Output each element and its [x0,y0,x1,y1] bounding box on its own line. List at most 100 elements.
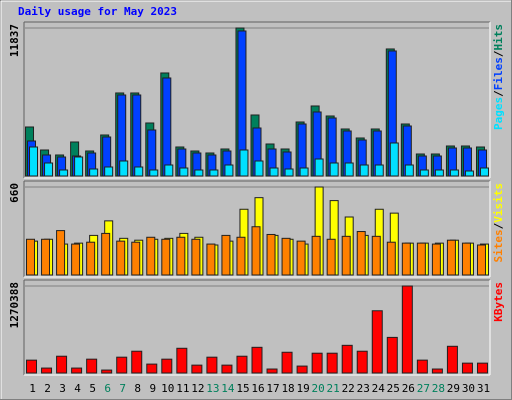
x-tick-label: 20 [312,382,325,395]
bar [134,166,144,177]
y-tick-label: 660 [8,183,21,203]
bar [266,233,276,276]
bar [41,367,53,374]
bar [374,164,384,177]
legend-entry: Hits [492,24,505,51]
bar [74,156,84,177]
x-tick-label: 5 [89,382,96,395]
legend-entry: KBytes [492,282,505,322]
bar [86,358,98,374]
legend-separator: / [492,90,505,97]
bar [101,232,111,276]
bar [194,169,204,177]
bar [266,368,278,374]
bar [449,169,459,177]
bar [56,230,66,276]
legend: KBytes [492,282,505,322]
x-tick-label: 30 [462,382,475,395]
x-tick-label: 23 [357,382,370,395]
bar [476,362,488,374]
x-tick-label: 7 [119,382,126,395]
bar [221,234,231,276]
bar [479,167,489,177]
x-tick-label: 13 [206,382,219,395]
legend-entry: Sites [492,229,505,262]
bar [269,167,279,177]
bar [191,364,203,374]
bar [131,241,141,276]
bar [71,243,81,276]
bar [326,352,338,374]
bar [404,164,414,177]
bar [26,238,36,276]
bar [311,352,323,374]
x-tick-label: 24 [372,382,386,395]
bar [281,351,293,374]
bar [476,244,486,276]
bar [329,162,339,177]
bar [29,146,39,177]
legend-separator: / [492,222,505,229]
bar [389,142,399,177]
x-tick-label: 25 [387,382,400,395]
bar [359,164,369,177]
bar [416,359,428,374]
bar [254,160,264,177]
x-tick-label: 29 [447,382,460,395]
bar [44,162,54,177]
bar [461,242,471,276]
bar [251,226,261,276]
bar [101,369,113,374]
y-tick-label: 11837 [8,24,21,57]
chart-title: Daily usage for May 2023 [18,5,177,18]
x-tick-label: 3 [59,382,66,395]
x-tick-label: 1 [29,382,36,395]
bar [386,336,398,374]
bar [161,238,171,276]
legend-entry: Files [492,57,505,90]
bar [176,236,186,276]
bar [149,169,159,177]
x-tick-label: 8 [134,382,141,395]
bar [179,167,189,177]
bar [224,164,234,177]
bar [419,169,429,177]
bar [431,243,441,276]
x-tick-label: 15 [236,382,249,395]
bar [356,350,368,374]
bar [296,240,306,276]
x-tick-label: 31 [477,382,490,395]
bar [371,235,381,276]
bar [239,149,249,177]
x-tick-label: 19 [296,382,309,395]
bar [132,94,142,177]
x-tick-label: 10 [161,382,174,395]
bar [464,170,474,177]
bar [341,235,351,276]
x-tick-label: 4 [74,382,81,395]
x-tick-label: 22 [342,382,355,395]
bar [71,367,83,374]
legend: Pages/Files/Hits [492,24,505,130]
bar [131,350,143,374]
bar [206,243,216,276]
x-tick-label: 2 [44,382,51,395]
bar [59,169,69,177]
bar [41,238,51,276]
bar [236,355,248,374]
legend-entry: Pages [492,97,505,130]
bar [311,235,321,276]
bar [371,310,383,374]
bar [284,168,294,177]
bar [147,129,157,177]
bar [386,241,396,276]
bar [281,237,291,276]
bar [89,168,99,177]
bar [56,355,68,374]
bar [86,241,96,276]
bar [146,236,156,276]
bar [161,358,173,374]
bar [326,238,336,276]
bar [104,166,114,177]
